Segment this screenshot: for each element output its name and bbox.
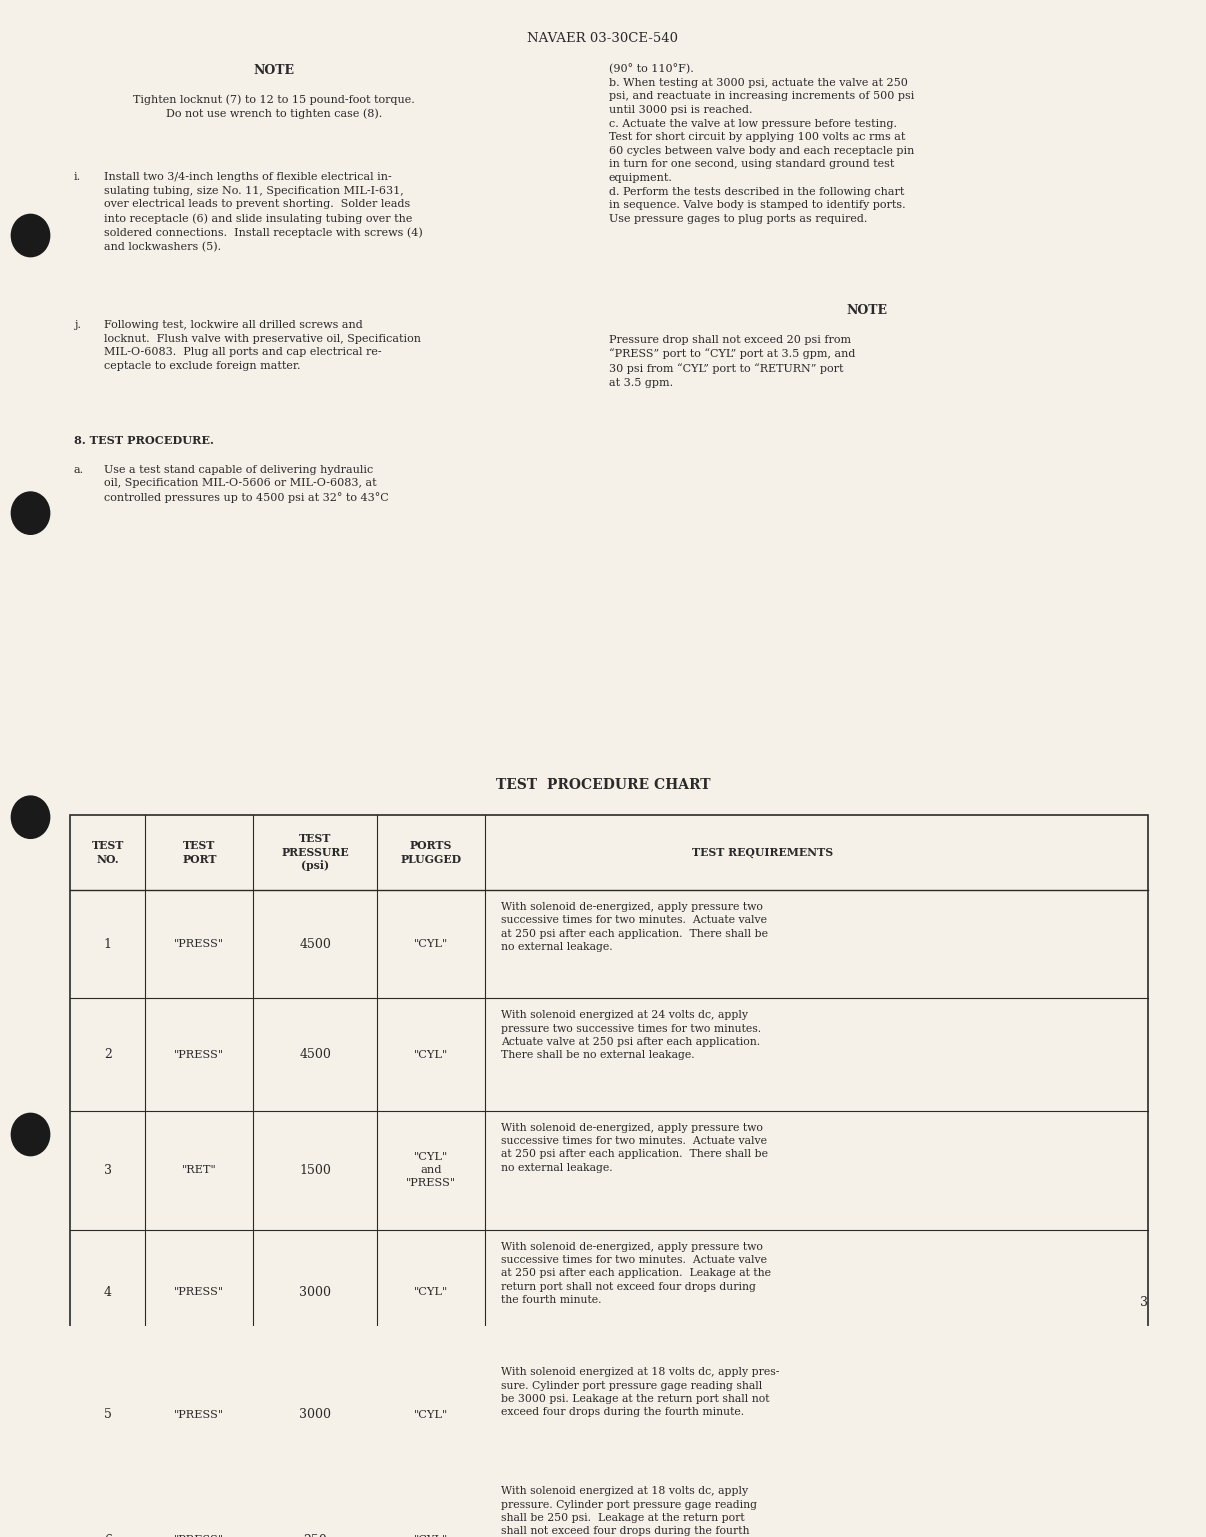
Text: 3: 3: [104, 1164, 112, 1177]
Text: 5: 5: [104, 1408, 112, 1422]
Text: a.: a.: [74, 464, 83, 475]
Text: Use a test stand capable of delivering hydraulic
oil, Specification MIL-O-5606 o: Use a test stand capable of delivering h…: [104, 464, 388, 503]
Text: "PRESS": "PRESS": [175, 1535, 224, 1537]
Text: PORTS
PLUGGED: PORTS PLUGGED: [400, 839, 462, 865]
Text: 3: 3: [1140, 1296, 1148, 1310]
Circle shape: [11, 214, 49, 257]
Circle shape: [11, 1113, 49, 1156]
Text: With solenoid energized at 18 volts dc, apply pres-
sure. Cylinder port pressure: With solenoid energized at 18 volts dc, …: [500, 1368, 779, 1417]
Text: "CYL": "CYL": [414, 1535, 449, 1537]
Text: TEST
PRESSURE
(psi): TEST PRESSURE (psi): [281, 833, 349, 871]
Text: Tighten locknut (7) to 12 to 15 pound-foot torque.
Do not use wrench to tighten : Tighten locknut (7) to 12 to 15 pound-fo…: [133, 94, 415, 120]
Text: With solenoid de-energized, apply pressure two
successive times for two minutes.: With solenoid de-energized, apply pressu…: [500, 1122, 767, 1173]
Text: 2: 2: [104, 1048, 112, 1061]
Text: "CYL": "CYL": [414, 939, 449, 950]
Text: "CYL": "CYL": [414, 1050, 449, 1059]
Text: TEST
PORT: TEST PORT: [182, 839, 217, 865]
Text: (90° to 110°F).
b. When testing at 3000 psi, actuate the valve at 250
psi, and r: (90° to 110°F). b. When testing at 3000 …: [609, 63, 914, 224]
Text: "PRESS": "PRESS": [175, 1288, 224, 1297]
Text: 4: 4: [104, 1286, 112, 1299]
Text: Install two 3/4-inch lengths of flexible electrical in-
sulating tubing, size No: Install two 3/4-inch lengths of flexible…: [104, 172, 422, 252]
Text: Following test, lockwire all drilled screws and
locknut.  Flush valve with prese: Following test, lockwire all drilled scr…: [104, 320, 421, 370]
Text: With solenoid de-energized, apply pressure two
successive times for two minutes.: With solenoid de-energized, apply pressu…: [500, 902, 767, 951]
Text: TEST  PROCEDURE CHART: TEST PROCEDURE CHART: [496, 778, 710, 792]
Bar: [70, 815, 1148, 1537]
Text: "CYL"
and
"PRESS": "CYL" and "PRESS": [406, 1153, 456, 1188]
Text: NOTE: NOTE: [253, 63, 294, 77]
Text: With solenoid de-energized, apply pressure two
successive times for two minutes.: With solenoid de-energized, apply pressu…: [500, 1242, 771, 1305]
Text: "PRESS": "PRESS": [175, 1050, 224, 1059]
Text: NAVAER 03-30CE-540: NAVAER 03-30CE-540: [527, 32, 679, 45]
Text: 8. TEST PROCEDURE.: 8. TEST PROCEDURE.: [74, 435, 213, 446]
Text: 6: 6: [104, 1534, 112, 1537]
Text: With solenoid energized at 18 volts dc, apply
pressure. Cylinder port pressure g: With solenoid energized at 18 volts dc, …: [500, 1486, 756, 1537]
Text: Pressure drop shall not exceed 20 psi from
“PRESS” port to “CYL” port at 3.5 gpm: Pressure drop shall not exceed 20 psi fr…: [609, 335, 855, 387]
Text: 250: 250: [304, 1534, 327, 1537]
Text: "CYL": "CYL": [414, 1288, 449, 1297]
Text: 4500: 4500: [299, 938, 332, 950]
Text: 3000: 3000: [299, 1408, 332, 1422]
Text: TEST REQUIREMENTS: TEST REQUIREMENTS: [692, 847, 833, 858]
Text: "CYL": "CYL": [414, 1409, 449, 1420]
Text: With solenoid energized at 24 volts dc, apply
pressure two successive times for : With solenoid energized at 24 volts dc, …: [500, 1010, 761, 1061]
Text: i.: i.: [74, 172, 81, 181]
Text: 1500: 1500: [299, 1164, 332, 1177]
Text: 3000: 3000: [299, 1286, 332, 1299]
Text: NOTE: NOTE: [845, 304, 886, 317]
Text: "RET": "RET": [182, 1165, 217, 1176]
Text: TEST
NO.: TEST NO.: [92, 839, 124, 865]
Circle shape: [11, 492, 49, 535]
Circle shape: [11, 796, 49, 838]
Text: 1: 1: [104, 938, 112, 950]
Text: 4500: 4500: [299, 1048, 332, 1061]
Text: j.: j.: [74, 320, 81, 330]
Text: "PRESS": "PRESS": [175, 1409, 224, 1420]
Text: "PRESS": "PRESS": [175, 939, 224, 950]
